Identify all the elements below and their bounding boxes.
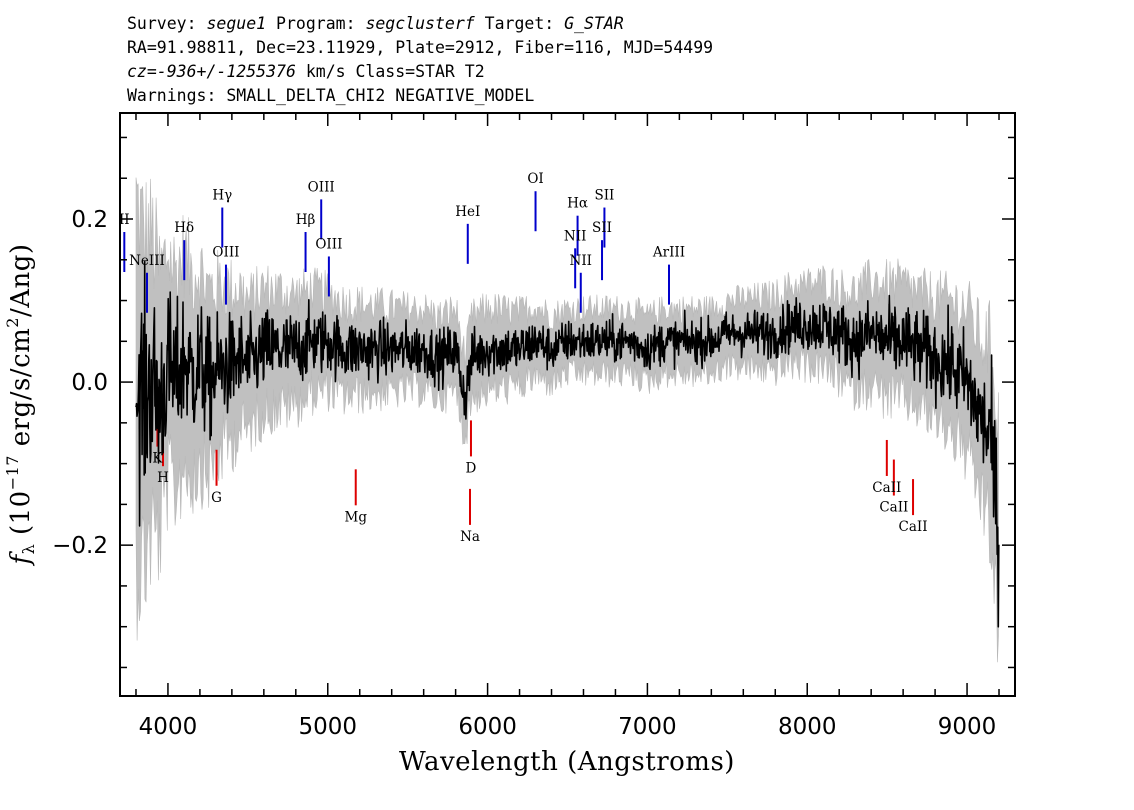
x-tick-label: 4000 [139,714,198,740]
emission-line-label: SII [594,188,614,204]
plot-frame [119,112,1016,697]
emission-line-label: ArIII [652,245,685,261]
error-band [135,177,999,663]
header-text-segment: Target: [475,14,564,33]
absorption-line-label: D [466,460,477,476]
header-line-coordinates: RA=91.98811, Dec=23.11929, Plate=2912, F… [127,38,713,57]
header-text-segment: Program: [266,14,365,33]
x-tick-label: 9000 [938,714,997,740]
emission-line-label: OIII [315,236,342,252]
absorption-line-label: Mg [345,509,368,525]
emission-line-label: HeI [455,204,480,220]
spectral-line-labels: NeIII Hδ Hγ OIII Hβ OIII OIII HeI OI NII Hα NII SII S… [119,171,928,545]
emission-line-label: OIII [212,245,239,261]
x-tick-label: 8000 [778,714,837,740]
emission-line-label: NII [564,228,586,244]
emission-line-label: Hγ [212,188,232,204]
axis-ticks: 4000 5000 6000 7000 8000 9000 −0.2 0.0 0.2 [52,113,1015,740]
y-tick-label: 0.2 [71,207,108,233]
x-tick-label: 6000 [458,714,517,740]
flux-series-line [135,260,1000,628]
x-axis-title: Wavelength (Angstroms) [399,747,735,777]
header-line-warnings: Warnings: SMALL_DELTA_CHI2 NEGATIVE_MODE… [127,86,534,105]
y-axis-title-f: f [6,551,36,567]
absorption-line-label: K [152,451,163,467]
header-text-segment: km/s Class=STAR T2 [296,62,485,81]
y-tick-label: −0.2 [52,533,108,559]
y-axis-title: fλ (10−17 erg/s/cm2/Ang) [3,243,38,566]
absorption-line-label: Na [460,529,480,545]
emission-line-label: NII [570,253,592,269]
x-tick-label: 5000 [298,714,357,740]
emission-line-label: Hδ [174,220,194,236]
header-line-survey: Survey: segue1 Program: segclusterf Targ… [127,14,624,33]
absorption-line-label: CaII [872,480,901,496]
emission-line-label: OI [527,171,543,187]
plot-area [123,177,1000,663]
y-axis-title-exp: −17 [3,455,22,490]
emission-line-label: Hα [567,196,588,212]
header-text-segment: G_STAR [564,14,624,33]
x-tick-label: 7000 [618,714,677,740]
emission-line-label: SII [592,220,612,236]
y-axis-title-sub: λ [19,544,38,555]
absorption-line-label: H [157,470,169,486]
header-text-segment: cz=-936+/-1255376 [127,62,296,81]
emission-line-label: NeIII [129,253,165,269]
header-text-segment: Survey: [127,14,206,33]
emission-line-label: OIII [308,179,335,195]
y-axis-title-exp: 2 [3,317,22,328]
header-text-segment: segue1 [206,14,266,33]
header-line-redshift: cz=-936+/-1255376 km/s Class=STAR T2 [127,62,485,81]
header: Survey: segue1 Program: segclusterf Targ… [127,14,713,105]
y-tick-label: 0.0 [71,370,108,396]
y-axis-title-units: erg/s/cm [6,328,36,455]
y-axis-title-units: (10 [6,490,36,544]
emission-line-label: II [119,212,130,228]
y-axis-title-units: /Ang) [6,243,36,317]
emission-line-label: Hβ [296,212,316,228]
header-text-segment: segclusterf [365,14,475,33]
absorption-line-label: CaII [879,500,908,516]
absorption-line-label: G [211,490,222,506]
absorption-line-label: CaII [899,519,928,535]
